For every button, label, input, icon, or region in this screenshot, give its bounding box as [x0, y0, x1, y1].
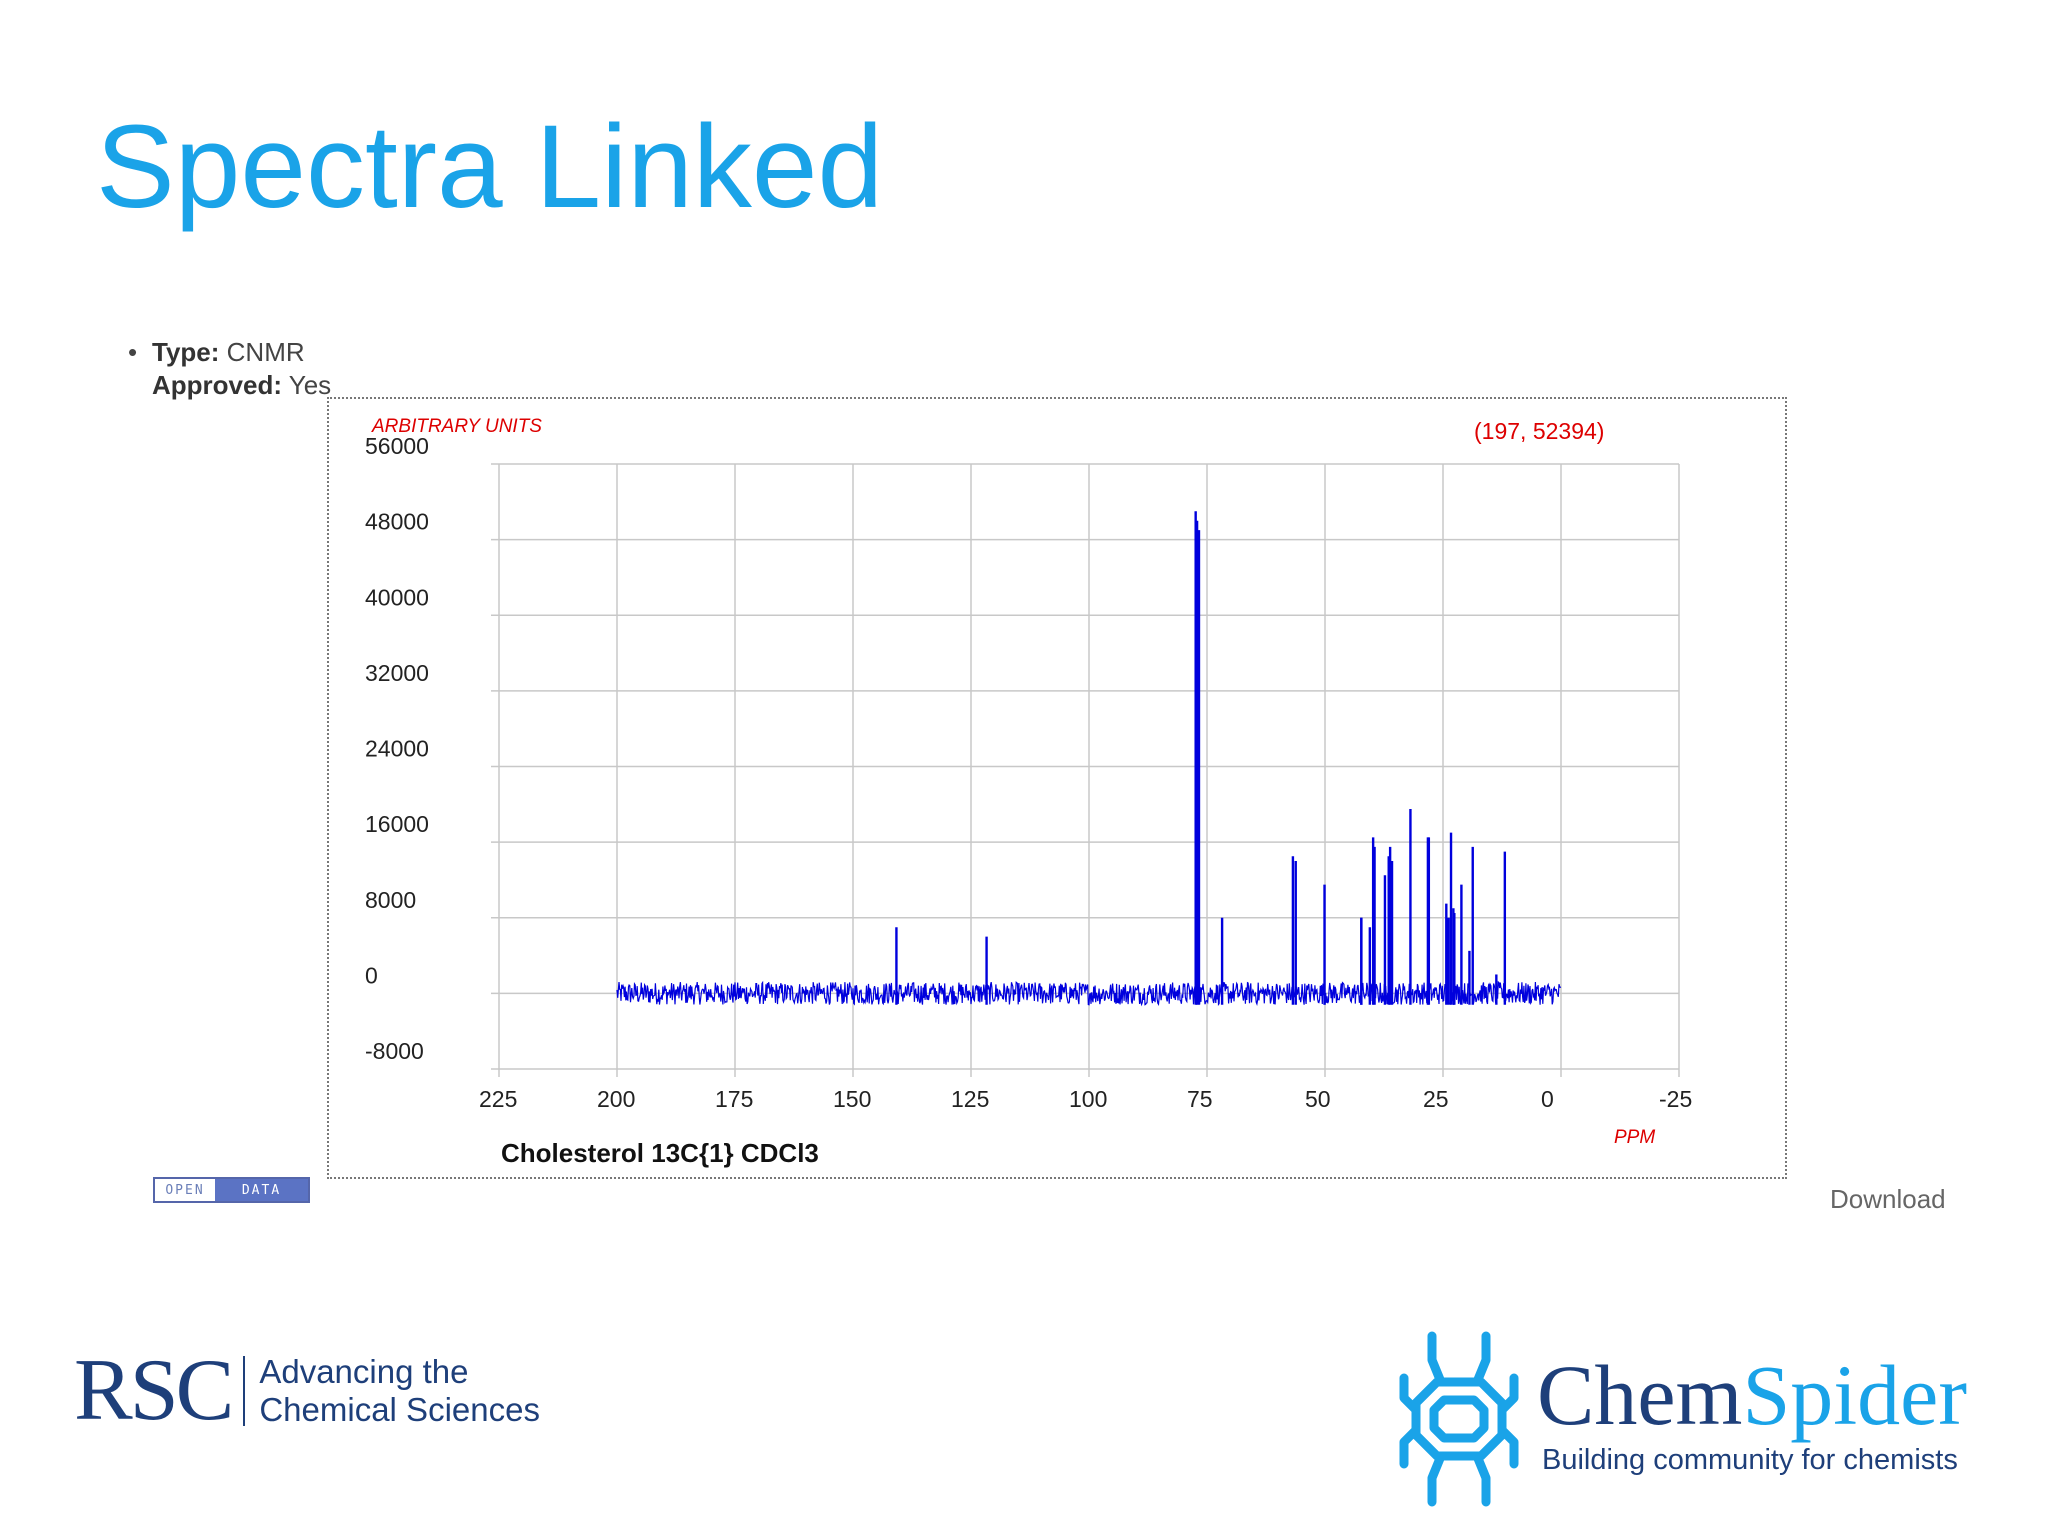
y-tick-label: 56000: [365, 433, 429, 459]
baseline-noise-trace: [616, 980, 1562, 1007]
y-tick-labels: 56000 48000 40000 32000 24000 16000 8000 0 -8000: [365, 433, 429, 1064]
type-label: Type:: [152, 337, 220, 367]
x-tick-label: 225: [479, 1086, 517, 1112]
type-row: Type: CNMR: [152, 336, 331, 369]
badge-data-text: DATA: [215, 1179, 308, 1201]
chemspider-chem: Chem: [1537, 1347, 1743, 1443]
approved-label: Approved:: [152, 370, 282, 400]
cursor-readout: (197, 52394): [1474, 418, 1604, 444]
y-tick-label: 16000: [365, 811, 429, 837]
chemspider-wordmark: ChemSpider: [1537, 1352, 1967, 1438]
y-tick-label: -8000: [365, 1038, 424, 1064]
x-tick-label: 125: [951, 1086, 989, 1112]
x-tick-label: 175: [715, 1086, 753, 1112]
x-tick-label: -25: [1659, 1086, 1692, 1112]
rsc-tagline: Advancing the Chemical Sciences: [259, 1353, 540, 1429]
chemspider-tagline: Building community for chemists: [1542, 1444, 1958, 1476]
y-tick-label: 24000: [365, 736, 429, 762]
chemspider-spider-icon: [1399, 1331, 1519, 1507]
x-tick-label: 75: [1187, 1086, 1213, 1112]
spectrum-metadata: • Type: CNMR Approved: Yes: [128, 336, 331, 402]
x-tick-label: 25: [1423, 1086, 1449, 1112]
rsc-divider: [243, 1356, 246, 1426]
y-tick-label: 0: [365, 962, 378, 988]
spectrum-peaks: [895, 511, 1507, 1005]
chemspider-spider: Spider: [1742, 1347, 1967, 1443]
chart-grid: [491, 463, 1680, 1077]
type-value: CNMR: [226, 337, 305, 367]
rsc-logo: RSC Advancing the Chemical Sciences: [74, 1342, 540, 1439]
x-tick-labels: 225 200 175 150 125 100 75 50 25 0 -25: [479, 1086, 1692, 1112]
open-data-badge[interactable]: OPEN DATA: [153, 1177, 310, 1203]
approved-value: Yes: [288, 370, 332, 400]
rsc-tagline-line2: Chemical Sciences: [259, 1391, 540, 1428]
x-tick-label: 50: [1305, 1086, 1331, 1112]
bullet-icon: •: [128, 337, 138, 367]
rsc-tagline-line1: Advancing the: [259, 1353, 469, 1390]
spectrum-chart[interactable]: 56000 48000 40000 32000 24000 16000 8000 0 -8000…: [329, 399, 1785, 1177]
y-tick-label: 48000: [365, 509, 429, 535]
rsc-mark: RSC: [74, 1342, 234, 1439]
badge-open-text: OPEN: [165, 1182, 205, 1198]
y-tick-label: 32000: [365, 660, 429, 686]
spectrum-viewer[interactable]: 56000 48000 40000 32000 24000 16000 8000 0 -8000…: [327, 397, 1787, 1179]
slide-title: Spectra Linked: [96, 101, 884, 233]
x-tick-label: 0: [1541, 1086, 1554, 1112]
y-tick-label: 40000: [365, 584, 429, 610]
y-axis-label: ARBITRARY UNITS: [371, 416, 542, 437]
x-tick-label: 200: [597, 1086, 635, 1112]
approved-row: Approved: Yes: [152, 369, 331, 402]
x-tick-label: 150: [833, 1086, 871, 1112]
chart-title: Cholesterol 13C{1} CDCl3: [501, 1138, 819, 1168]
x-axis-label: PPM: [1614, 1127, 1655, 1148]
y-tick-label: 8000: [365, 887, 416, 913]
download-link[interactable]: Download: [1830, 1184, 1946, 1214]
x-tick-label: 100: [1069, 1086, 1107, 1112]
